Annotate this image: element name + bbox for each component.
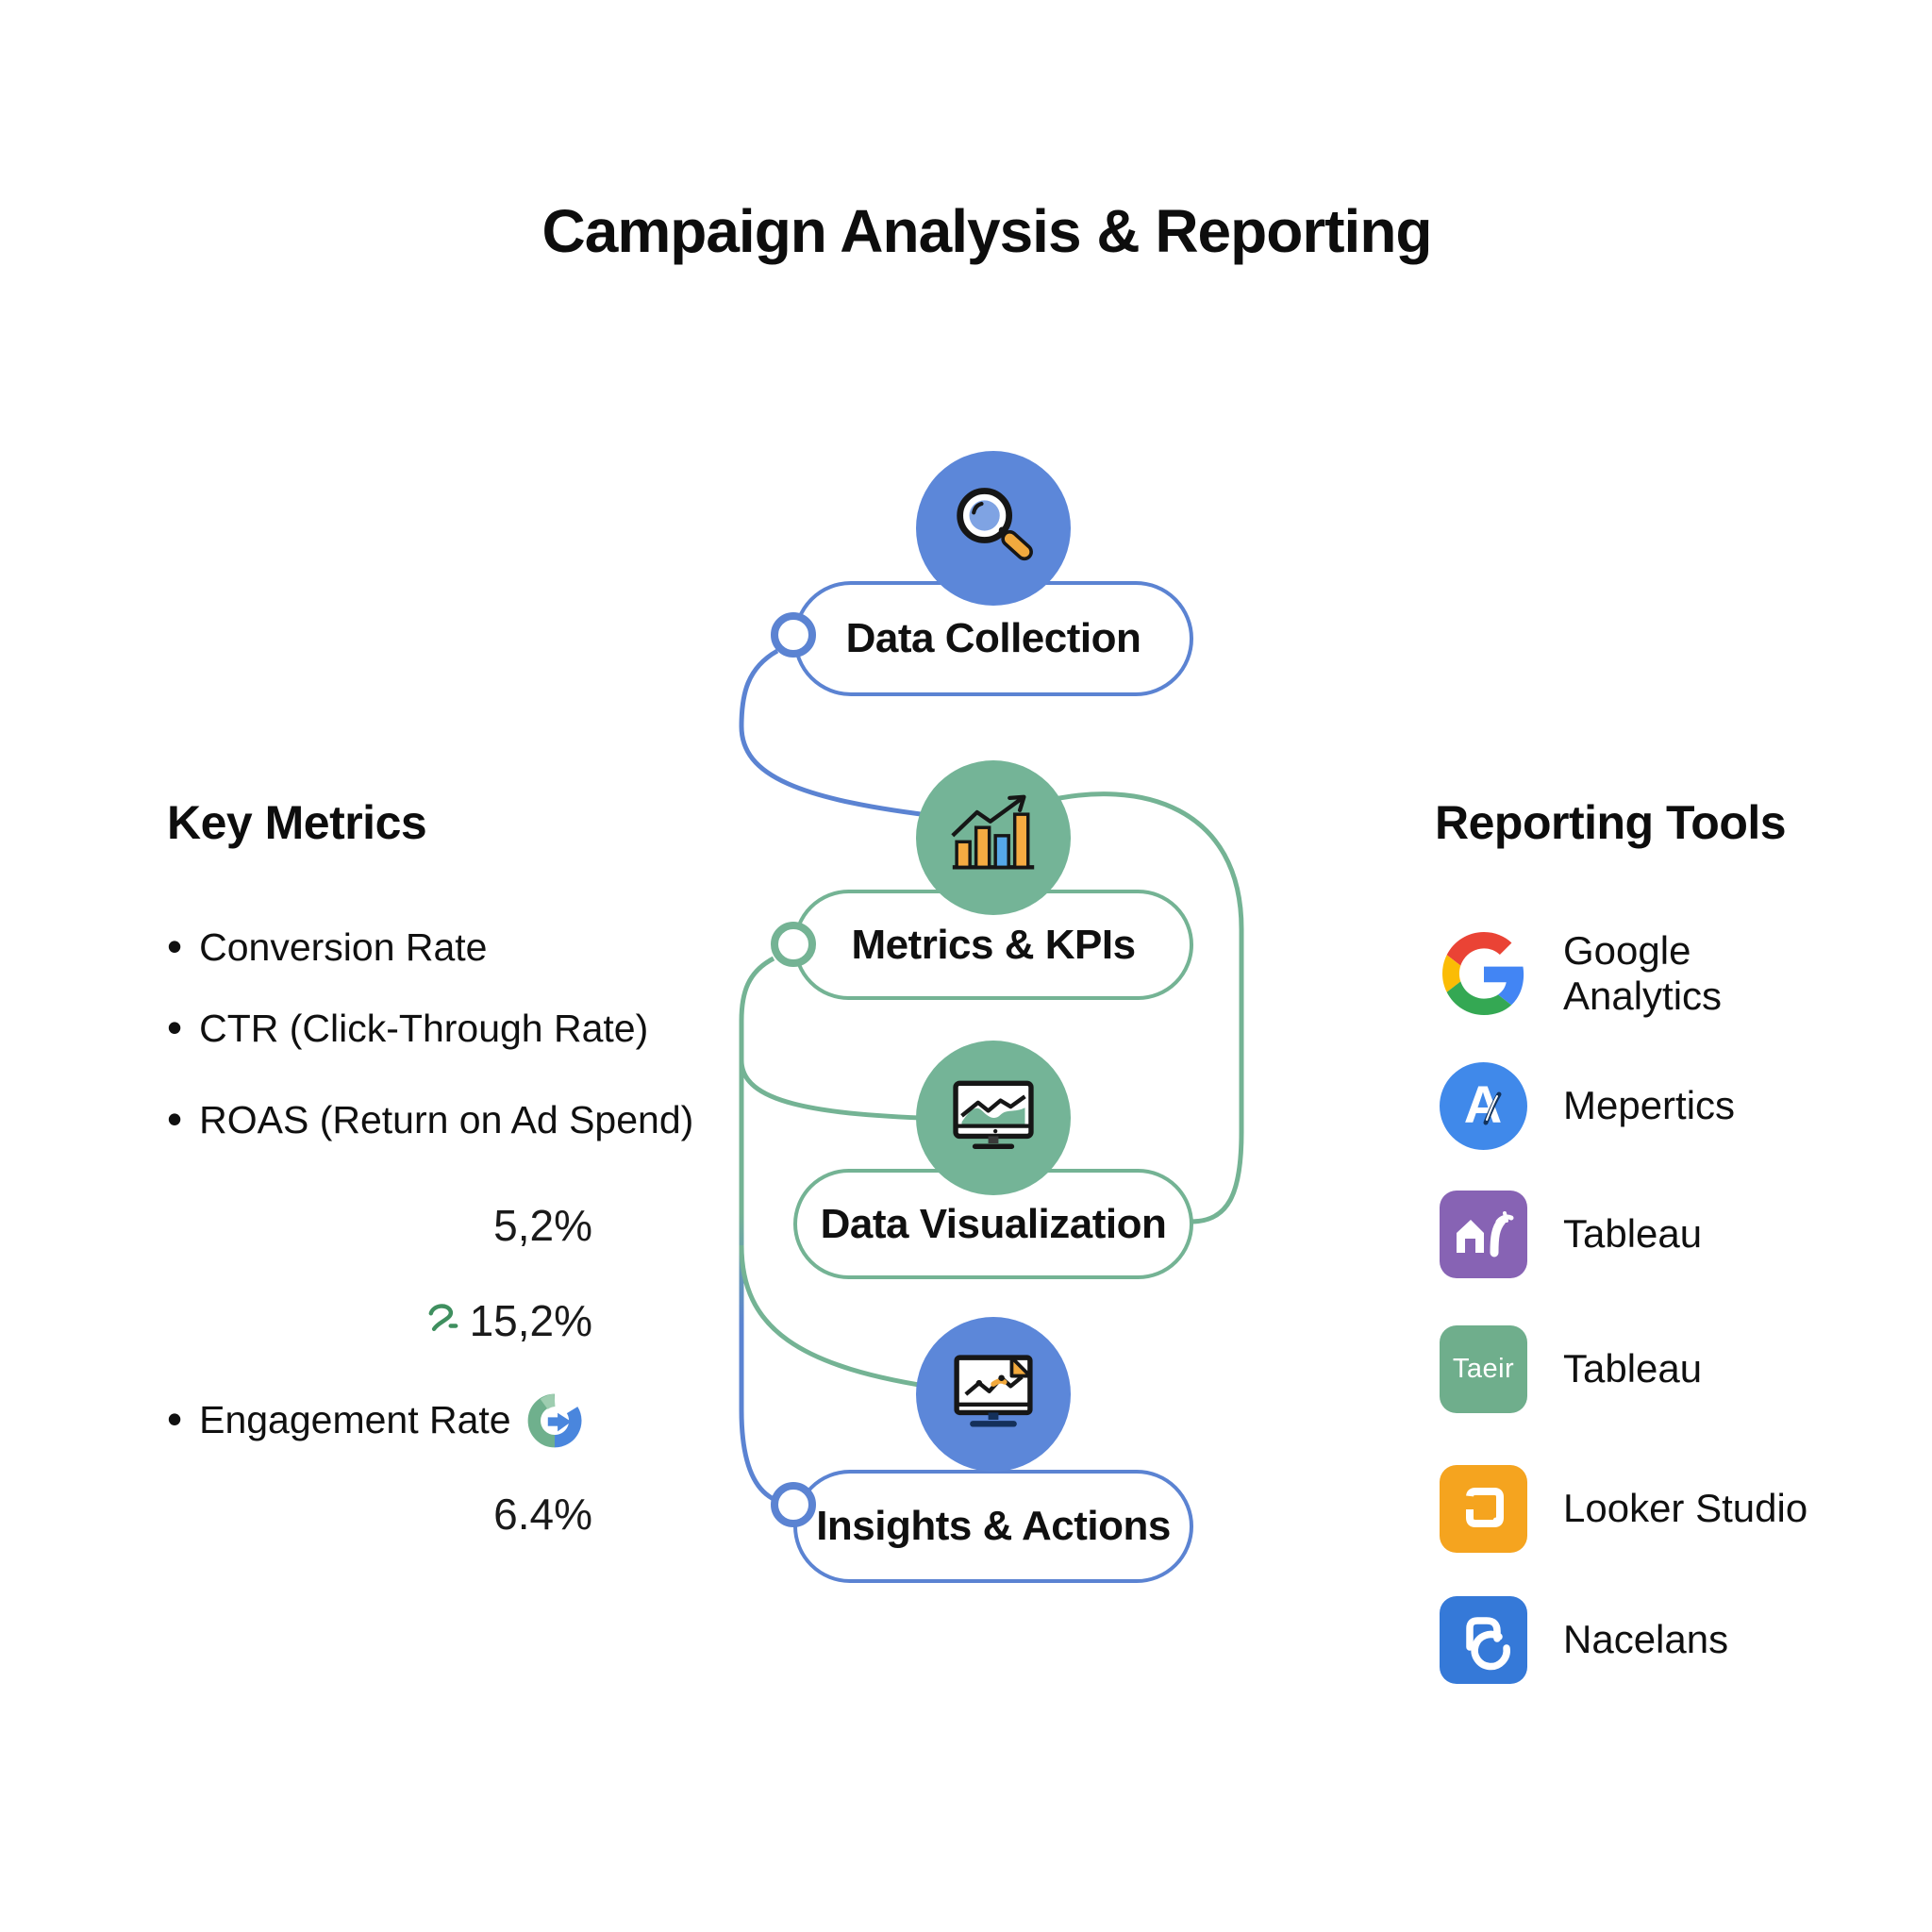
tool-row-tableau-purple: Tableau (1440, 1190, 1808, 1278)
key-metrics-heading: Key Metrics (167, 796, 427, 849)
tableau-green-icon-text: Taeir (1452, 1353, 1515, 1384)
flow-node-data-visualization: Data Visualization (793, 1169, 1193, 1279)
tool-label: Mepertics (1563, 1082, 1736, 1127)
flow-node-label: Insights & Actions (816, 1503, 1171, 1549)
page-title: Campaign Analysis & Reporting (541, 197, 1433, 265)
engagement-rate-value: 6.4% (493, 1490, 592, 1539)
ctr-value-row: 15,2% (423, 1295, 592, 1346)
metric-bullet-conversion-rate: Conversion Rate (167, 925, 488, 970)
conversion-rate-value: 5,2% (493, 1201, 592, 1250)
monitor-chart-icon (953, 1080, 1034, 1149)
ctr-value: 15,2% (469, 1296, 592, 1345)
tool-row-google-analytics: Google Analytics (1440, 927, 1808, 1018)
tool-row-looker-studio: Looker Studio (1440, 1464, 1808, 1553)
tableau-green-icon: Taeir (1440, 1324, 1527, 1413)
tool-label: Looker Studio (1563, 1485, 1808, 1530)
bullet-label: CTR (Click-Through Rate) (199, 1007, 649, 1050)
connector-metrics-right-loop (1041, 791, 1244, 1224)
nacelans-icon (1440, 1595, 1527, 1684)
bullet-label: Conversion Rate (199, 925, 488, 969)
data-collection-connector-dot (771, 612, 816, 658)
reporting-tools-heading: Reporting Tools (1435, 796, 1787, 849)
metric-bullet-ctr: CTR (Click-Through Rate) (167, 1007, 648, 1051)
google-g-icon (1440, 930, 1527, 1018)
bar-chart-icon (951, 794, 1035, 870)
connector-collection-to-metrics (739, 648, 944, 820)
flow-node-label: Data Collection (845, 615, 1141, 661)
trend-squiggle-icon (428, 1304, 462, 1331)
data-visualization-circle (916, 1041, 1071, 1195)
tool-row-nacelans: Nacelans (1440, 1595, 1808, 1684)
tool-label: Google Analytics (1563, 927, 1723, 1018)
tool-label: Tableau (1563, 1210, 1703, 1256)
tool-label: Tableau (1563, 1345, 1703, 1391)
flow-node-label: Data Visualization (820, 1200, 1167, 1247)
insights-actions-connector-dot (771, 1482, 816, 1527)
donut-chart-icon (525, 1391, 585, 1456)
bullet-label: ROAS (Return on Ad Spend) (199, 1098, 694, 1141)
tableau-purple-icon (1440, 1190, 1527, 1278)
bullet-label: Engagement Rate (199, 1398, 511, 1441)
flow-node-label: Metrics & KPIs (851, 921, 1136, 968)
flow-node-insights-actions: Insights & Actions (793, 1470, 1193, 1583)
looker-studio-icon (1440, 1464, 1527, 1553)
insights-actions-circle (916, 1317, 1071, 1472)
tool-row-mepertics: A Mepertics (1440, 1061, 1808, 1150)
metrics-kpis-circle (916, 760, 1071, 915)
magnifier-icon (957, 488, 1033, 561)
mepertics-icon: A (1440, 1061, 1527, 1150)
metric-bullet-roas: ROAS (Return on Ad Spend) (167, 1098, 693, 1142)
metrics-kpis-connector-dot (771, 922, 816, 967)
connector-to-insights (739, 1244, 944, 1391)
report-monitor-icon (954, 1355, 1033, 1427)
connector-metrics-to-visualization (739, 956, 949, 1122)
tool-label: Nacelans (1563, 1616, 1729, 1661)
tool-row-tableau-green: Taeir Tableau (1440, 1324, 1808, 1413)
data-collection-circle (916, 451, 1071, 606)
connector-left-vertical (739, 1038, 777, 1503)
metric-bullet-engagement-rate: Engagement Rate (167, 1398, 511, 1442)
